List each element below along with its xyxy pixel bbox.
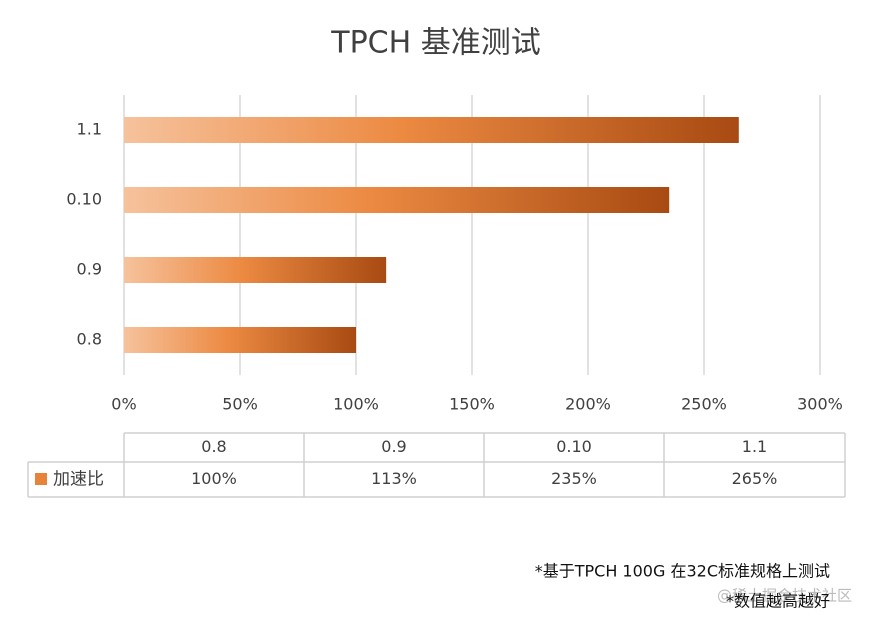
x-tick-label: 100%: [333, 395, 379, 414]
table-value: 100%: [191, 469, 237, 488]
x-tick-label: 200%: [565, 395, 611, 414]
chart-title: TPCH 基准测试: [330, 26, 540, 61]
legend-label: 加速比: [53, 470, 104, 490]
table-header: 0.10: [556, 437, 592, 456]
table-value: 265%: [732, 469, 778, 488]
x-tick-label: 150%: [449, 395, 495, 414]
x-tick-label: 300%: [797, 395, 843, 414]
data-table: 加速比 0.8 100% 0.9 113% 0.10 235% 1.1 265%: [27, 432, 846, 498]
table-header: 1.1: [742, 437, 767, 456]
bar: [124, 257, 387, 283]
x-tick-label: 0%: [111, 395, 136, 414]
x-tick-label: 50%: [222, 395, 258, 414]
y-tick-label: 0.9: [77, 260, 102, 279]
y-tick-label: 1.1: [77, 120, 102, 139]
bar: [124, 187, 670, 213]
footnote: *数值越高越好: [726, 592, 830, 611]
bar: [124, 327, 356, 353]
table-value: 113%: [371, 469, 417, 488]
y-tick-label: 0.8: [77, 330, 102, 349]
legend-swatch: [35, 473, 47, 485]
watermark: @稀土掘金技术社区: [717, 587, 852, 605]
y-tick-label: 0.10: [66, 190, 102, 209]
table-header: 0.8: [201, 437, 226, 456]
x-tick-label: 250%: [681, 395, 727, 414]
table-header: 0.9: [381, 437, 406, 456]
bar: [124, 117, 739, 143]
table-value: 235%: [551, 469, 597, 488]
footnote: *基于TPCH 100G 在32C标准规格上测试: [535, 562, 830, 581]
